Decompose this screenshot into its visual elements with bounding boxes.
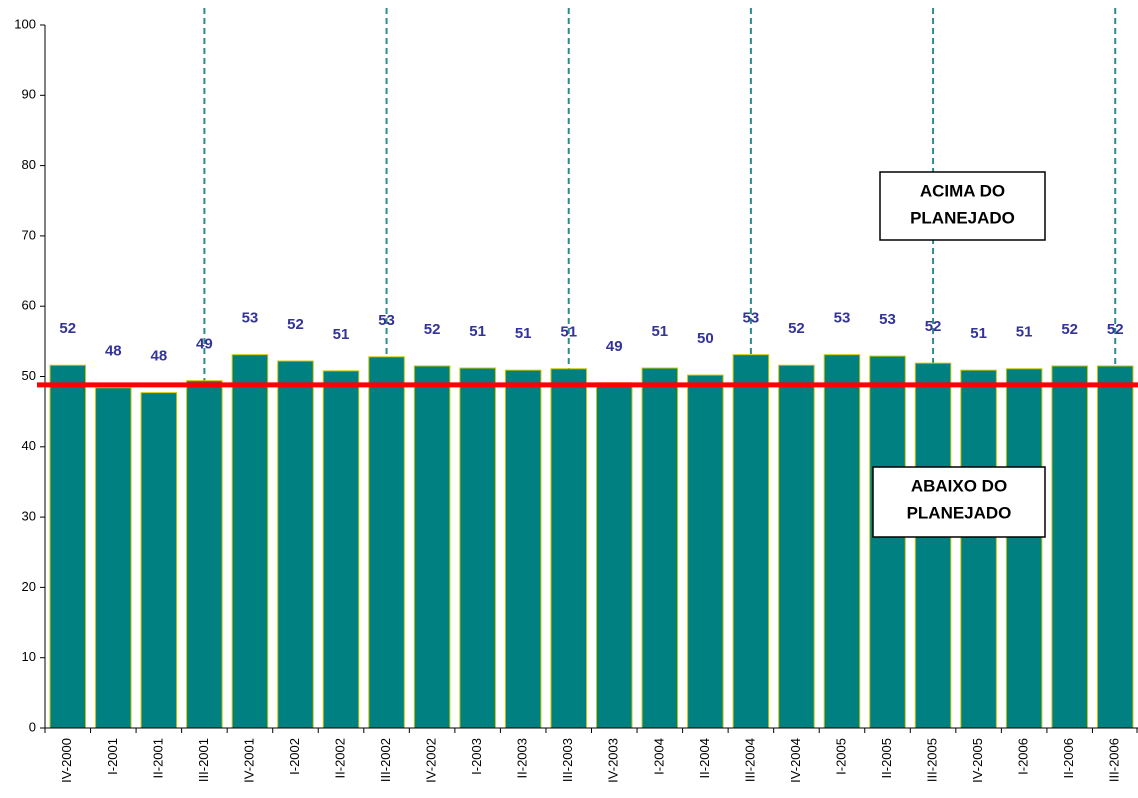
value-label: 52 — [424, 321, 441, 338]
bar — [186, 380, 223, 729]
value-label: 51 — [970, 325, 987, 342]
bar — [550, 368, 587, 729]
value-label: 53 — [378, 312, 395, 329]
value-label: 52 — [1061, 321, 1078, 338]
bar — [1096, 365, 1134, 729]
value-label: 48 — [105, 343, 122, 360]
y-tick-label: 0 — [29, 719, 36, 734]
x-tick-label: IV-2000 — [59, 738, 74, 783]
bar — [596, 382, 633, 729]
bar — [368, 356, 405, 729]
bar — [778, 364, 815, 729]
value-label: 52 — [925, 318, 942, 335]
x-tick-label: III-2005 — [925, 738, 940, 782]
x-tick-label: IV-2004 — [788, 738, 803, 783]
value-label: 53 — [242, 310, 259, 327]
bar — [140, 392, 178, 729]
value-label: 52 — [287, 316, 304, 333]
x-tick-label: I-2001 — [105, 738, 120, 775]
value-label: 52 — [788, 320, 805, 337]
y-tick-label: 100 — [14, 16, 36, 31]
y-tick-label: 50 — [22, 368, 36, 383]
x-tick-label: III-2002 — [378, 738, 393, 782]
x-tick-label: III-2003 — [560, 738, 575, 782]
x-tick-label: II-2001 — [150, 738, 165, 778]
annotation-box — [872, 466, 1046, 538]
y-tick-label: 30 — [22, 509, 36, 524]
y-tick-label: 20 — [22, 579, 36, 594]
x-tick-label: III-2006 — [1107, 738, 1122, 782]
bar — [914, 362, 952, 729]
x-tick-label: IV-2003 — [606, 738, 621, 783]
x-tick-label: II-2006 — [1061, 738, 1076, 778]
value-label: 49 — [196, 336, 213, 353]
y-tick-label: 10 — [22, 649, 36, 664]
y-tick-label: 40 — [22, 438, 36, 453]
x-tick-label: II-2003 — [515, 738, 530, 778]
bar — [1005, 368, 1043, 729]
x-tick-label: I-2004 — [651, 738, 666, 775]
bar — [413, 365, 451, 729]
value-label: 53 — [879, 311, 896, 328]
bar — [504, 369, 542, 729]
value-label: 52 — [1107, 321, 1124, 338]
value-label: 48 — [151, 348, 168, 365]
value-label: 52 — [59, 320, 76, 337]
bar — [95, 387, 132, 729]
value-label: 53 — [743, 310, 760, 327]
bar — [732, 354, 770, 729]
x-tick-label: I-2006 — [1016, 738, 1031, 775]
x-tick-label: II-2002 — [332, 738, 347, 778]
value-label: 51 — [515, 325, 532, 342]
bar — [1051, 365, 1088, 729]
x-tick-label: I-2003 — [469, 738, 484, 775]
annotation-box — [879, 171, 1046, 241]
bar — [322, 370, 360, 729]
bar — [459, 367, 496, 729]
value-label: 49 — [606, 338, 623, 355]
x-tick-label: I-2005 — [833, 738, 848, 775]
x-tick-label: IV-2001 — [241, 738, 256, 783]
y-tick-label: 70 — [22, 227, 36, 242]
bar — [869, 355, 906, 729]
annotation-text: ACIMA DO — [920, 181, 1005, 200]
x-tick-label: II-2005 — [879, 738, 894, 778]
value-label: 50 — [697, 330, 714, 347]
bar — [49, 364, 87, 729]
value-label: 51 — [651, 323, 668, 340]
x-tick-label: I-2002 — [287, 738, 302, 775]
bar — [687, 374, 724, 729]
x-tick-label: III-2004 — [742, 738, 757, 782]
bar — [960, 369, 997, 729]
y-tick-label: 90 — [22, 87, 36, 102]
value-label: 51 — [469, 323, 486, 340]
bar — [277, 360, 314, 729]
value-label: 51 — [560, 324, 577, 341]
x-tick-label: IV-2005 — [970, 738, 985, 783]
bar — [641, 367, 679, 729]
x-tick-label: II-2004 — [697, 738, 712, 778]
value-label: 53 — [834, 310, 851, 327]
annotation-text: ABAIXO DO — [911, 476, 1007, 495]
bar — [231, 354, 269, 729]
y-tick-label: 80 — [22, 157, 36, 172]
x-tick-label: III-2001 — [196, 738, 211, 782]
value-label: 51 — [333, 326, 350, 343]
value-label: 51 — [1016, 324, 1033, 341]
annotation-text: PLANEJADO — [907, 503, 1012, 522]
y-tick-label: 60 — [22, 298, 36, 313]
bar — [823, 354, 861, 729]
annotation-text: PLANEJADO — [910, 208, 1015, 227]
x-tick-label: IV-2002 — [424, 738, 439, 783]
